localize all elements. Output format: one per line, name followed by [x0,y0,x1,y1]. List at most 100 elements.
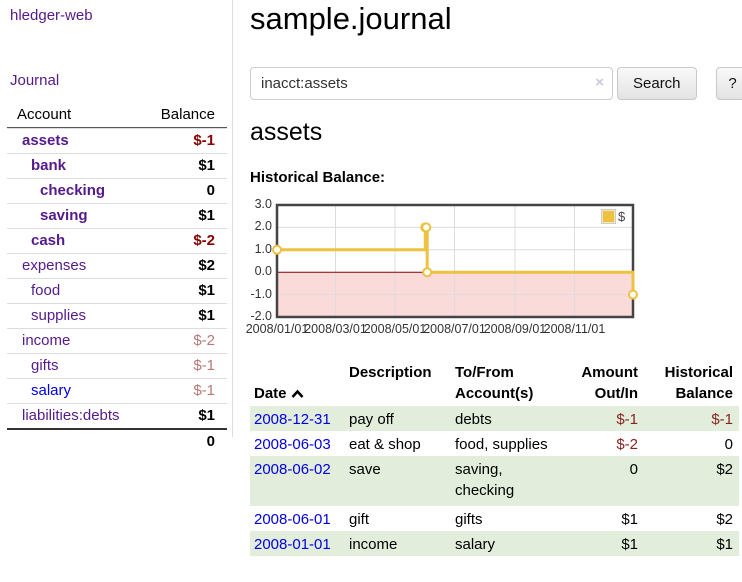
data-point-marker [421,222,432,233]
date-column-header[interactable]: Date [250,360,345,406]
transaction-date-link[interactable]: 2008-06-02 [254,461,331,478]
account-link-liabilities-debts[interactable]: liabilities:debts [22,407,120,424]
transaction-accounts: salary [455,536,496,553]
sidebar-item-journal[interactable]: Journal [10,72,60,89]
transaction-balance: $2 [716,511,733,528]
data-point-marker [272,244,282,255]
x-axis-tick-label: 2008/11/01 [543,322,606,336]
account-table-header: Account Balance [7,103,227,128]
account-link-income[interactable]: income [22,332,71,349]
register-header-row: Date Description To/From Account(s) Amou… [250,360,739,406]
y-axis-tick-label: 1.0 [254,241,272,256]
search-button[interactable]: Search [617,67,697,100]
chart-legend: $ [601,209,626,224]
account-link-food[interactable]: food [31,282,61,299]
account-link-salary[interactable]: salary [31,382,72,399]
account-balance: $2 [198,257,215,274]
account-link-checking[interactable]: checking [40,182,106,199]
account-link-assets[interactable]: assets [22,132,69,149]
transaction-amount: $1 [621,536,638,553]
account-row-assets: assets $-1 [7,128,227,153]
account-row-income: income $-2 [7,328,227,353]
account-balance: $1 [198,157,215,174]
account-row-gifts: gifts $-1 [7,353,227,378]
transaction-date-link[interactable]: 2008-06-03 [254,436,331,453]
total-balance: 0 [206,433,215,450]
transaction-amount: 0 [629,461,638,478]
register-row: 2008-01-01 income salary $1 $1 [250,531,739,556]
register-row: 2008-06-03 eat & shop food, supplies $-2… [250,431,739,456]
account-link-expenses[interactable]: expenses [22,257,87,274]
transaction-description: pay off [349,411,394,428]
amount-column-header: Amount Out/In [581,364,638,402]
register-row: 2008-06-01 gift gifts $1 $2 [250,506,739,531]
account-total-row: 0 [7,428,227,453]
account-balance: $1 [198,307,215,324]
transaction-date-link[interactable]: 2008-06-01 [254,511,331,528]
sort-ascending-icon [291,389,303,398]
account-row-checking: checking 0 [7,178,227,203]
y-axis-tick-label: 0.0 [254,264,272,279]
account-column-header: Account [17,106,72,123]
main-content: sample.journal × Search ? assets Histori… [244,0,742,582]
description-column-header: Description [349,364,432,381]
account-link-supplies[interactable]: supplies [31,307,87,324]
account-balance: 0 [206,182,215,199]
transaction-date-link[interactable]: 2008-01-01 [254,536,331,553]
y-axis-tick-label: -1.0 [250,286,272,301]
transaction-amount: $-2 [616,436,638,453]
clear-search-icon[interactable]: × [595,74,604,91]
transaction-amount: $-1 [616,411,638,428]
transaction-date-link[interactable]: 2008-12-31 [254,411,331,428]
account-row-expenses: expenses $2 [7,253,227,278]
page-title: sample.journal [250,1,452,36]
x-axis-tick-label: 2008/05/01 [363,322,427,336]
transaction-balance: $2 [716,461,733,478]
app-title-link[interactable]: hledger-web [10,7,93,24]
transaction-accounts: saving, checking [455,461,515,499]
sidebar-divider [232,0,233,437]
account-balance: $-1 [193,357,215,374]
account-balance-table: Account Balance assets $-1 bank $1 check… [7,103,227,453]
chart-legend-label: $ [618,209,626,224]
register-row: 2008-06-02 save saving, checking 0 $2 [250,456,739,506]
account-balance: $-2 [193,332,215,349]
transaction-accounts: debts [455,411,492,428]
y-axis-tick-label: 2.0 [254,219,272,234]
account-balance: $1 [198,407,215,424]
account-row-salary: salary $-1 [7,378,227,403]
y-axis-tick-label: 3.0 [254,197,272,211]
x-axis-tick-label: 2008/09/01 [483,322,547,336]
transaction-amount: $1 [621,511,638,528]
account-heading: assets [250,118,323,146]
transaction-description: eat & shop [349,436,421,453]
account-column-header: To/From Account(s) [455,364,534,402]
account-balance: $-2 [193,232,215,249]
data-point-marker [628,289,638,300]
transaction-accounts: food, supplies [455,436,548,453]
account-link-cash[interactable]: cash [31,232,66,249]
x-axis-tick-label: 2008/07/01 [423,322,486,336]
register-table: Date Description To/From Account(s) Amou… [250,360,739,556]
search-input[interactable] [250,67,613,100]
account-link-bank[interactable]: bank [31,157,67,174]
transaction-balance: 0 [724,436,733,453]
account-balance: $-1 [193,132,215,149]
historical-balance-chart: 3.0 2.0 1.0 0.0 -1.0 -2.0 2008/01/01 2008/03/01… [244,197,742,342]
balance-column-header: Balance [160,106,215,123]
help-button[interactable]: ? [715,67,742,100]
date-header-label: Date [254,385,287,402]
account-balance: $1 [198,282,215,299]
data-point-marker [422,267,433,278]
transaction-accounts: gifts [455,511,483,528]
register-row: 2008-12-31 pay off debts $-1 $-1 [250,406,739,431]
transaction-description: income [349,536,398,553]
account-balance: $-1 [193,382,215,399]
chart-heading: Historical Balance: [250,169,386,186]
account-link-gifts[interactable]: gifts [31,357,59,374]
account-link-saving[interactable]: saving [40,207,88,224]
search-form: × Search ? [250,67,742,100]
chart-plot-area [272,203,638,319]
account-row-cash: cash $-2 [7,228,227,253]
account-balance: $1 [198,207,215,224]
